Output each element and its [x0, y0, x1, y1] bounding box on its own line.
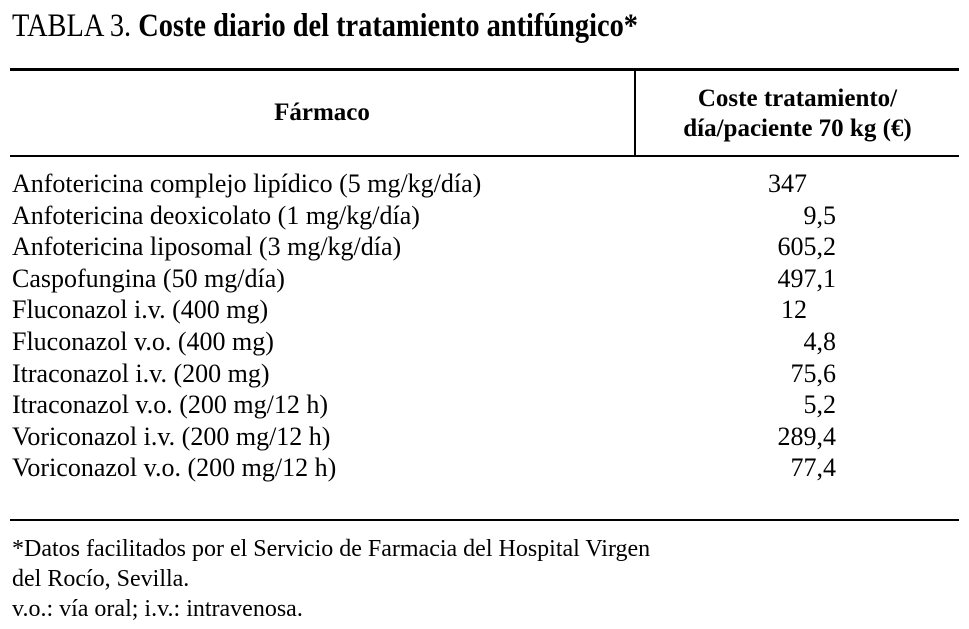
cost-value: 9,5	[803, 200, 837, 230]
table-label: TABLA 3.	[12, 8, 132, 44]
table-title: TABLA 3. Coste diario del tratamiento an…	[12, 8, 638, 45]
drug-name: Fluconazol i.v. (400 mg)	[12, 295, 269, 325]
top-rule	[10, 68, 959, 71]
header-divider	[634, 70, 636, 156]
cost-value: 5,2	[803, 390, 837, 420]
drug-name: Anfotericina complejo lipídico (5 mg/kg/…	[12, 169, 482, 198]
footnote: del Rocío, Sevilla.	[12, 566, 190, 592]
cost-value: 77,4	[790, 453, 837, 483]
cost-value: 75,6	[790, 358, 837, 388]
cost-value: 4,8	[803, 327, 837, 356]
header-line: día/paciente 70 kg (€)	[683, 115, 912, 142]
cost-value: 289,4	[777, 421, 837, 451]
cost-value: 12	[781, 295, 807, 325]
drug-name: Caspofungina (50 mg/día)	[12, 263, 285, 293]
drug-name: Anfotericina deoxicolato (1 mg/kg/día)	[12, 200, 420, 230]
drug-name: Voriconazol i.v. (200 mg/12 h)	[12, 421, 331, 451]
drug-name: Itraconazol i.v. (200 mg)	[12, 358, 270, 388]
cost-value: 347	[768, 169, 807, 198]
cost-value: 497,1	[777, 263, 837, 293]
drug-name: Voriconazol v.o. (200 mg/12 h)	[12, 453, 337, 483]
table-caption: Coste diario del tratamiento antifúngico…	[138, 8, 638, 44]
bottom-rule	[10, 519, 959, 521]
drug-name: Fluconazol v.o. (400 mg)	[12, 327, 274, 356]
column-header: Fármaco	[274, 99, 370, 126]
footnote: *Datos facilitados por el Servicio de Fa…	[12, 536, 651, 562]
cost-value: 605,2	[777, 232, 837, 262]
header-rule	[10, 155, 959, 157]
header-line: Coste tratamiento/	[697, 85, 898, 112]
footnote: v.o.: vía oral; i.v.: intravenosa.	[12, 596, 303, 622]
drug-name: Anfotericina liposomal (3 mg/kg/día)	[12, 232, 402, 262]
drug-name: Itraconazol v.o. (200 mg/12 h)	[12, 390, 328, 420]
column-header: Coste tratamiento/ día/paciente 70 kg (€…	[636, 84, 959, 144]
